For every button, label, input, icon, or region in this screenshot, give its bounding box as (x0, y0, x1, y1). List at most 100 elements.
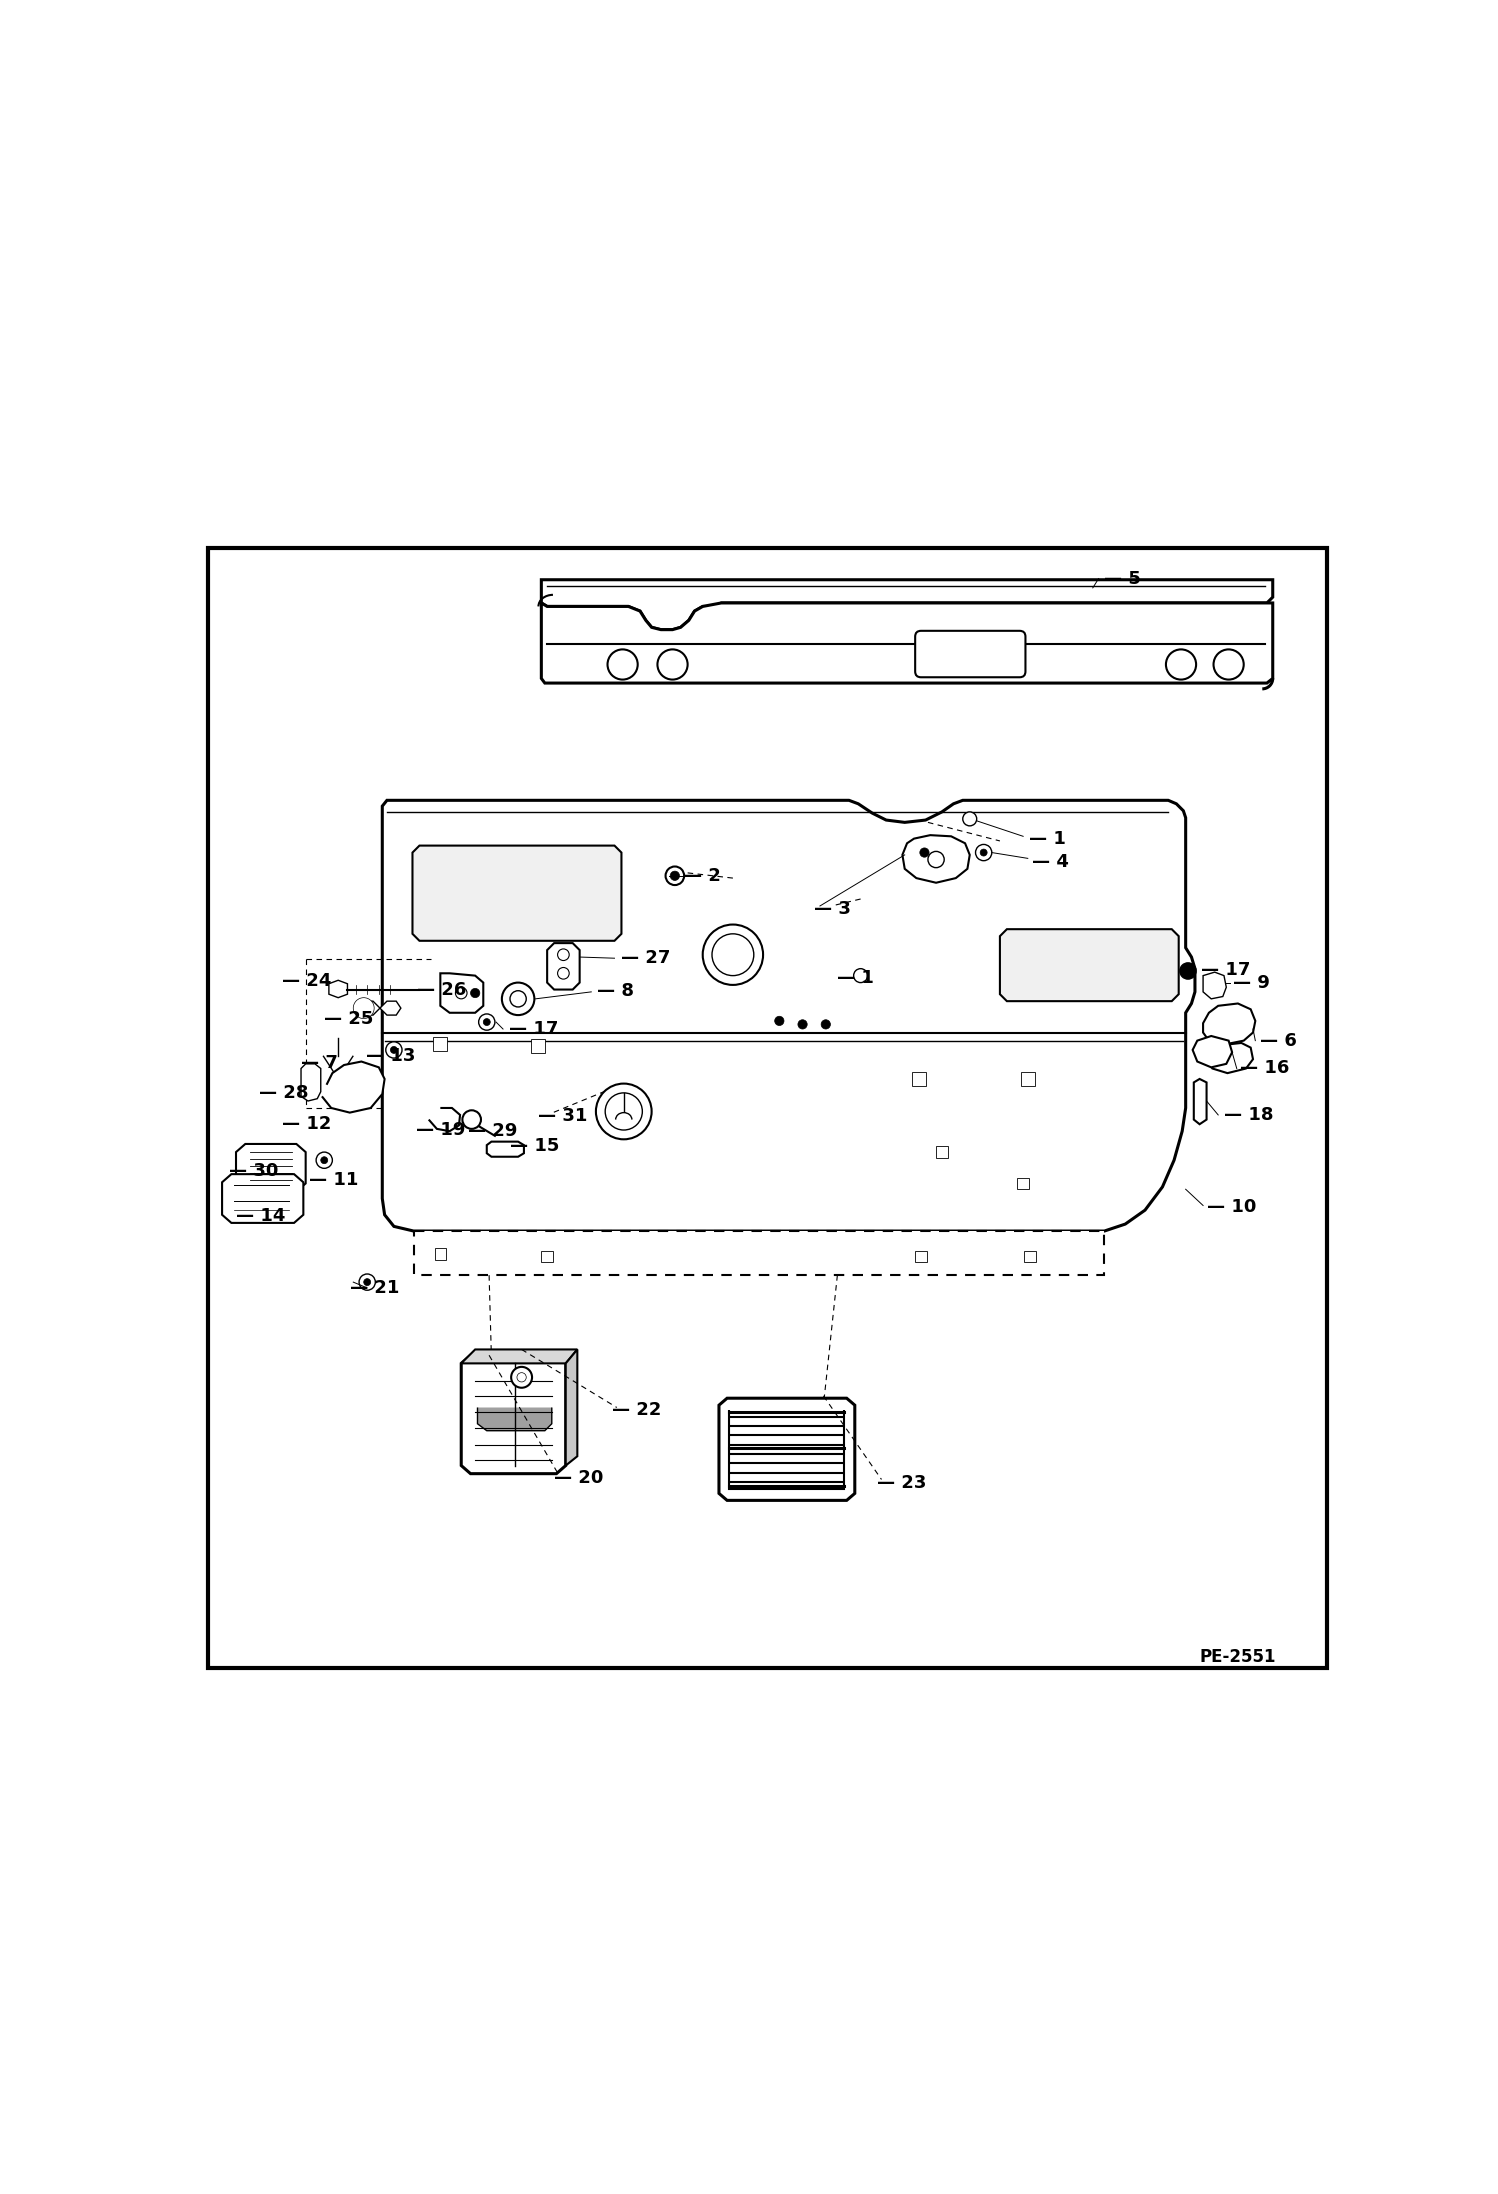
Circle shape (670, 871, 680, 880)
Circle shape (479, 1014, 494, 1031)
Polygon shape (1203, 1003, 1255, 1044)
Polygon shape (324, 1055, 354, 1079)
Polygon shape (222, 1174, 303, 1222)
Polygon shape (566, 1349, 577, 1466)
Circle shape (557, 968, 569, 979)
Polygon shape (719, 1398, 855, 1501)
Polygon shape (478, 1409, 551, 1430)
Circle shape (703, 924, 762, 985)
Text: — 8: — 8 (598, 981, 634, 1000)
Circle shape (712, 935, 753, 976)
Polygon shape (382, 801, 1195, 1231)
Polygon shape (461, 1356, 566, 1474)
Circle shape (798, 1020, 807, 1029)
Circle shape (608, 649, 638, 680)
Text: — 14: — 14 (237, 1207, 286, 1224)
Polygon shape (541, 579, 1273, 630)
Circle shape (321, 1156, 328, 1163)
Text: — 22: — 22 (613, 1400, 662, 1420)
Text: — 3: — 3 (815, 900, 851, 919)
Polygon shape (440, 974, 484, 1014)
Text: — 13: — 13 (366, 1047, 415, 1064)
Text: — 5: — 5 (1104, 570, 1141, 588)
Circle shape (386, 1042, 401, 1058)
Text: — 1: — 1 (837, 970, 875, 987)
Text: — 17: — 17 (1201, 961, 1251, 979)
Text: — 21: — 21 (351, 1279, 398, 1297)
Circle shape (665, 867, 685, 884)
Bar (541, 1251, 553, 1262)
Bar (936, 1145, 948, 1158)
Circle shape (391, 1047, 397, 1053)
Text: — 29: — 29 (469, 1121, 518, 1141)
Text: — 16: — 16 (1240, 1060, 1290, 1077)
Text: — 20: — 20 (554, 1470, 604, 1488)
Circle shape (463, 1110, 481, 1130)
Circle shape (502, 983, 535, 1016)
FancyBboxPatch shape (915, 632, 1026, 678)
Text: — 18: — 18 (1224, 1106, 1273, 1123)
Circle shape (975, 845, 992, 860)
Polygon shape (1192, 1036, 1231, 1066)
Text: — 27: — 27 (622, 950, 671, 968)
Text: — 28: — 28 (259, 1084, 309, 1101)
Polygon shape (902, 836, 969, 882)
Bar (434, 1248, 446, 1259)
Circle shape (354, 998, 374, 1018)
Polygon shape (547, 943, 580, 989)
Bar (1025, 1251, 1037, 1262)
Polygon shape (301, 1064, 321, 1101)
Circle shape (980, 849, 987, 856)
Circle shape (854, 970, 867, 983)
Text: — 1: — 1 (1029, 829, 1065, 847)
Polygon shape (1203, 972, 1227, 998)
Polygon shape (412, 845, 622, 941)
Polygon shape (487, 1141, 524, 1156)
Bar (1020, 1073, 1035, 1086)
Text: — 17: — 17 (509, 1020, 559, 1038)
Polygon shape (1206, 1042, 1252, 1073)
Circle shape (1165, 649, 1195, 680)
Text: — 6: — 6 (1260, 1031, 1297, 1049)
Circle shape (484, 1018, 490, 1025)
Text: — 4: — 4 (1032, 853, 1070, 871)
Text: — 11: — 11 (309, 1172, 358, 1189)
Circle shape (517, 1373, 526, 1382)
Circle shape (1213, 649, 1243, 680)
Circle shape (511, 1367, 532, 1389)
Text: PE-2551: PE-2551 (1200, 1648, 1276, 1665)
Polygon shape (413, 1231, 1104, 1275)
Polygon shape (541, 603, 1273, 682)
Polygon shape (1001, 930, 1179, 1000)
Circle shape (596, 1084, 652, 1139)
Circle shape (316, 1152, 333, 1169)
Circle shape (927, 851, 944, 867)
Circle shape (963, 812, 977, 825)
Text: — 15: — 15 (509, 1136, 559, 1156)
Circle shape (1180, 963, 1195, 979)
Circle shape (364, 1279, 370, 1286)
Text: — 30: — 30 (229, 1161, 279, 1180)
Bar (915, 1251, 927, 1262)
Circle shape (557, 950, 569, 961)
Circle shape (360, 1275, 376, 1290)
Bar (1017, 1178, 1029, 1189)
Circle shape (470, 987, 479, 998)
Text: — 19: — 19 (416, 1121, 466, 1139)
Circle shape (658, 649, 688, 680)
Polygon shape (330, 981, 348, 998)
Circle shape (455, 987, 467, 998)
Polygon shape (237, 1143, 306, 1191)
Bar (433, 1038, 448, 1051)
Circle shape (509, 992, 526, 1007)
Circle shape (821, 1020, 830, 1029)
Text: — 9: — 9 (1233, 974, 1270, 992)
Polygon shape (355, 1000, 380, 1016)
Text: — 2: — 2 (685, 867, 721, 884)
Circle shape (774, 1016, 783, 1025)
Text: — 31: — 31 (538, 1108, 587, 1126)
Text: — 24: — 24 (283, 972, 333, 989)
Polygon shape (428, 1108, 460, 1132)
Text: — 7: — 7 (301, 1053, 339, 1071)
Text: — 26: — 26 (416, 981, 466, 998)
